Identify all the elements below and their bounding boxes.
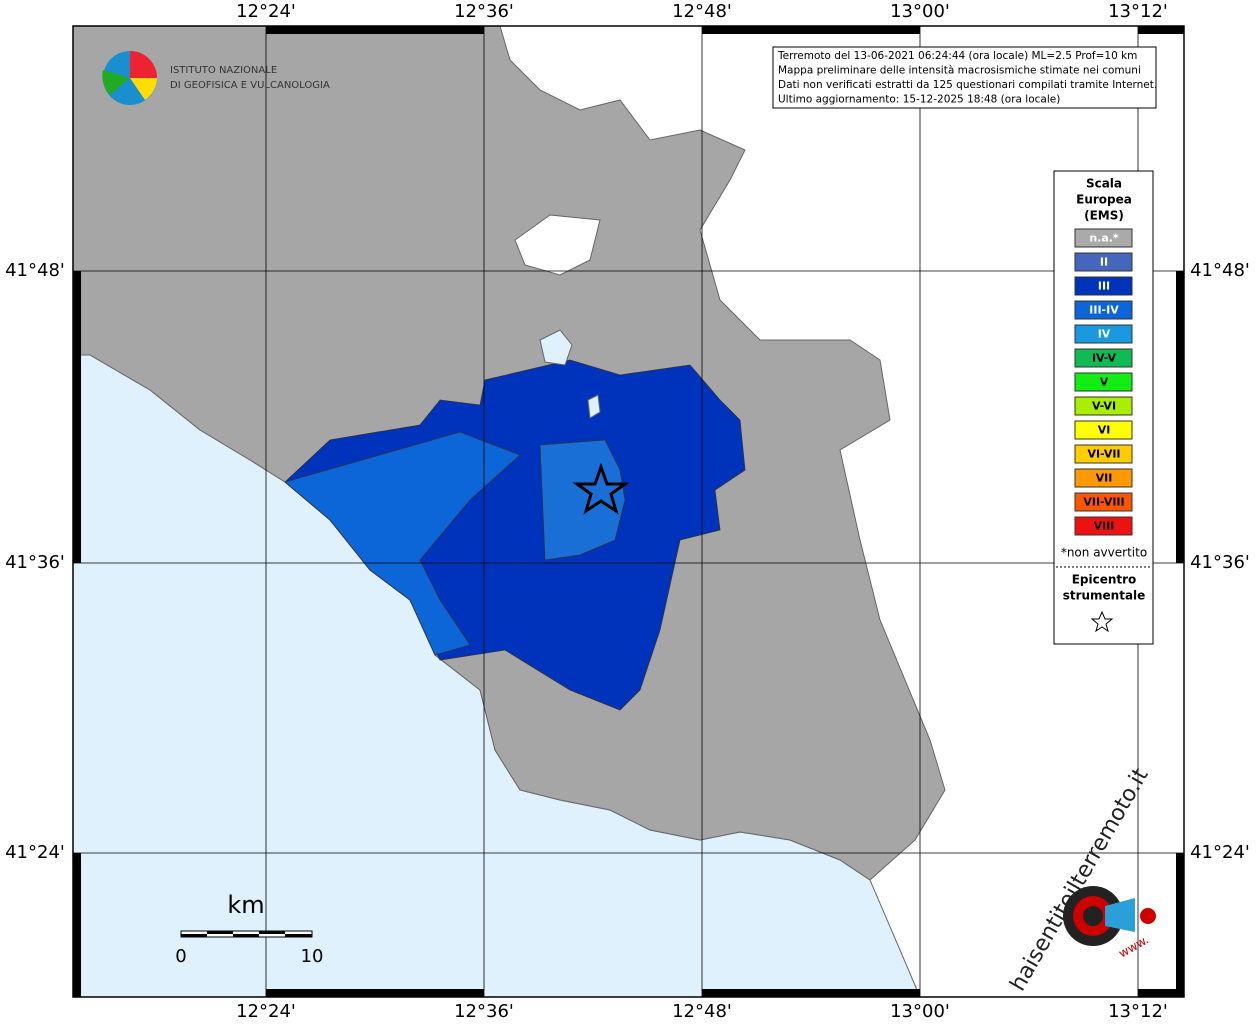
lon-label: 13°00' (890, 1, 950, 22)
legend-epicenter: Epicentro (1072, 573, 1137, 587)
legend-label: VI (1098, 424, 1111, 437)
lat-label: 41°24' (5, 842, 65, 863)
legend-swatch (1074, 252, 1133, 272)
legend-title: Europea (1076, 193, 1132, 207)
frame-band (266, 989, 484, 997)
lat-label: 41°48' (1190, 260, 1250, 281)
scale-label: 0 (175, 946, 186, 967)
info-line: Dati non verificati estratti da 125 ques… (778, 79, 1157, 91)
legend-swatch (1074, 516, 1133, 536)
lat-label: 41°24' (1190, 842, 1250, 863)
institute-name: ISTITUTO NAZIONALE (170, 65, 277, 76)
frame-band (1176, 271, 1184, 563)
legend-label: VII (1096, 472, 1113, 485)
legend-swatch (1074, 396, 1133, 416)
legend-label: V (1100, 376, 1109, 389)
region-iii-iv (284, 431, 521, 656)
info-line: Terremoto del 13-06-2021 06:24:44 (ora l… (777, 50, 1137, 62)
lake (587, 394, 601, 419)
lon-label: 12°24' (236, 1001, 296, 1022)
scale-bar: km 0 10 (175, 891, 323, 967)
legend-label: VII-VIII (1083, 496, 1124, 509)
legend-title: (EMS) (1084, 209, 1124, 223)
ingv-logo: ISTITUTO NAZIONALE DI GEOFISICA E VULCAN… (102, 51, 330, 105)
info-line: Mappa preliminare delle intensità macros… (778, 65, 1141, 77)
legend-label: IV (1098, 328, 1111, 341)
legend-label: III (1098, 280, 1110, 293)
lon-label: 13°00' (890, 1001, 950, 1022)
lake (514, 214, 601, 276)
lat-label: 41°36' (1190, 552, 1250, 573)
institute-name: DI GEOFISICA E VULCANOLOGIA (170, 80, 330, 91)
lat-label: 41°36' (5, 552, 65, 573)
epicenter (572, 462, 630, 515)
legend-swatch (1074, 492, 1133, 512)
legend-label: III-IV (1089, 304, 1119, 317)
legend-label: VIII (1094, 520, 1115, 533)
lat-label: 41°48' (5, 260, 65, 281)
legend-epicenter: strumentale (1063, 589, 1146, 603)
lon-label: 12°24' (236, 1, 296, 22)
lon-label: 12°48' (672, 1, 732, 22)
legend-swatch (1074, 276, 1133, 296)
region-iii (284, 359, 746, 711)
lon-label: 12°48' (672, 1001, 732, 1022)
legend-label: II (1100, 256, 1108, 269)
frame-band (73, 853, 81, 997)
legend-label: IV-V (1092, 352, 1117, 365)
legend-swatch (1074, 348, 1133, 368)
legend-swatch (1074, 300, 1133, 320)
frame-band (73, 271, 81, 563)
lon-label: 12°36' (454, 1001, 514, 1022)
legend-swatch (1074, 420, 1133, 440)
legend-swatch (1074, 468, 1133, 488)
legend-swatch (1074, 228, 1133, 248)
frame-band (702, 26, 920, 34)
legend-label: n.a.* (1089, 232, 1119, 245)
info-box (772, 46, 1157, 109)
frame-band (702, 989, 920, 997)
lon-label: 12°36' (454, 1, 514, 22)
lon-label: 13°12' (1108, 1, 1168, 22)
region-iii-iv (539, 439, 626, 561)
info-line: Ultimo aggiornamento: 15-12-2025 18:48 (… (778, 94, 1060, 106)
legend-swatch (1074, 372, 1133, 392)
lake (539, 329, 573, 366)
frame-band (266, 26, 484, 34)
frame-band (1138, 26, 1184, 34)
legend-star (1090, 610, 1114, 633)
legend-label: V-VI (1092, 400, 1116, 413)
legend-swatch (1074, 324, 1133, 344)
frame-band (1138, 989, 1184, 997)
legend-swatch (1074, 444, 1133, 464)
scale-label: 10 (301, 946, 324, 967)
scale-unit: km (227, 891, 264, 919)
frame-band (1176, 853, 1184, 997)
legend-title: Scala (1086, 177, 1122, 191)
lon-label: 13°12' (1108, 1001, 1168, 1022)
legend-label: VI-VII (1087, 448, 1120, 461)
legend-note: *non avvertito (1061, 546, 1147, 560)
